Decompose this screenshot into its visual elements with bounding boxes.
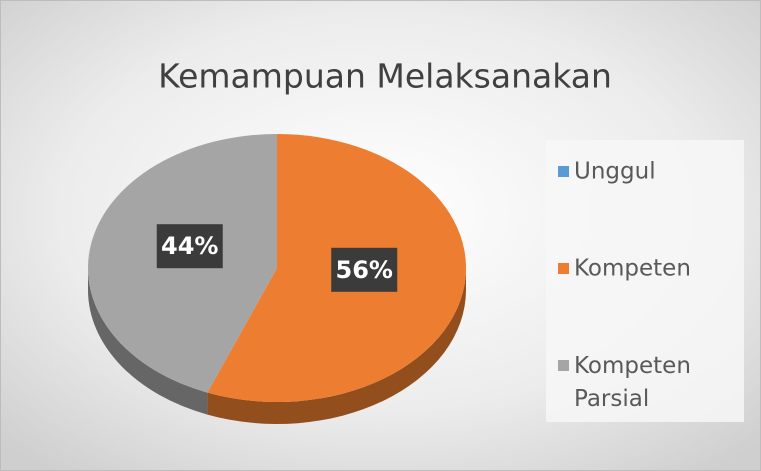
legend-swatch: [558, 166, 569, 177]
chart-title: Kemampuan Melaksanakan: [158, 57, 612, 96]
legend-swatch: [558, 263, 569, 274]
data-label-box: [156, 224, 223, 269]
pie-slice-side: [207, 268, 467, 425]
legend-label: Kompeten: [574, 256, 691, 282]
data-label: 56%: [336, 256, 393, 284]
pie: 56% 44%: [87, 134, 467, 425]
pie-slice-side: [88, 268, 208, 415]
legend-label: Unggul: [574, 159, 656, 185]
data-label-box: [331, 247, 398, 292]
legend-box: [546, 140, 744, 422]
legend-label: Kompeten Parsial: [574, 353, 698, 412]
legend-swatch: [558, 360, 569, 371]
data-label: 44%: [161, 232, 218, 260]
